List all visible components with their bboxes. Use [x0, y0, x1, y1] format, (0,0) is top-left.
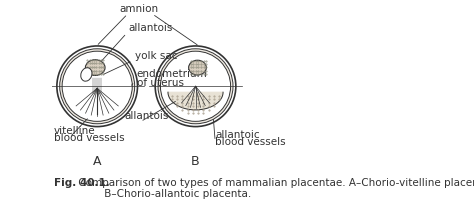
Text: Fig. 40.1.: Fig. 40.1. [54, 177, 109, 187]
Ellipse shape [85, 60, 105, 76]
Text: allantoic: allantoic [215, 130, 260, 140]
Text: B: B [191, 154, 200, 167]
Text: Comparison of two types of mammalian placentae. A–Chorio-vitelline placenta;
   : Comparison of two types of mammalian pla… [74, 177, 474, 198]
Circle shape [60, 50, 135, 124]
Circle shape [158, 50, 233, 124]
Text: allantois: allantois [125, 110, 169, 120]
Ellipse shape [189, 61, 206, 76]
Text: endometrium: endometrium [137, 69, 207, 79]
Text: blood vessels: blood vessels [215, 137, 286, 146]
Text: allantois: allantois [128, 23, 173, 33]
Text: yolk sac: yolk sac [135, 50, 177, 60]
Circle shape [57, 47, 137, 127]
Text: vitelline: vitelline [54, 126, 96, 136]
Text: A: A [93, 154, 101, 167]
Circle shape [160, 52, 230, 122]
Ellipse shape [81, 68, 92, 82]
Circle shape [155, 47, 236, 127]
Text: amnion: amnion [119, 3, 158, 13]
Circle shape [62, 52, 132, 122]
Text: of uterus: of uterus [137, 78, 183, 88]
Polygon shape [168, 93, 223, 110]
Text: blood vessels: blood vessels [54, 133, 125, 143]
